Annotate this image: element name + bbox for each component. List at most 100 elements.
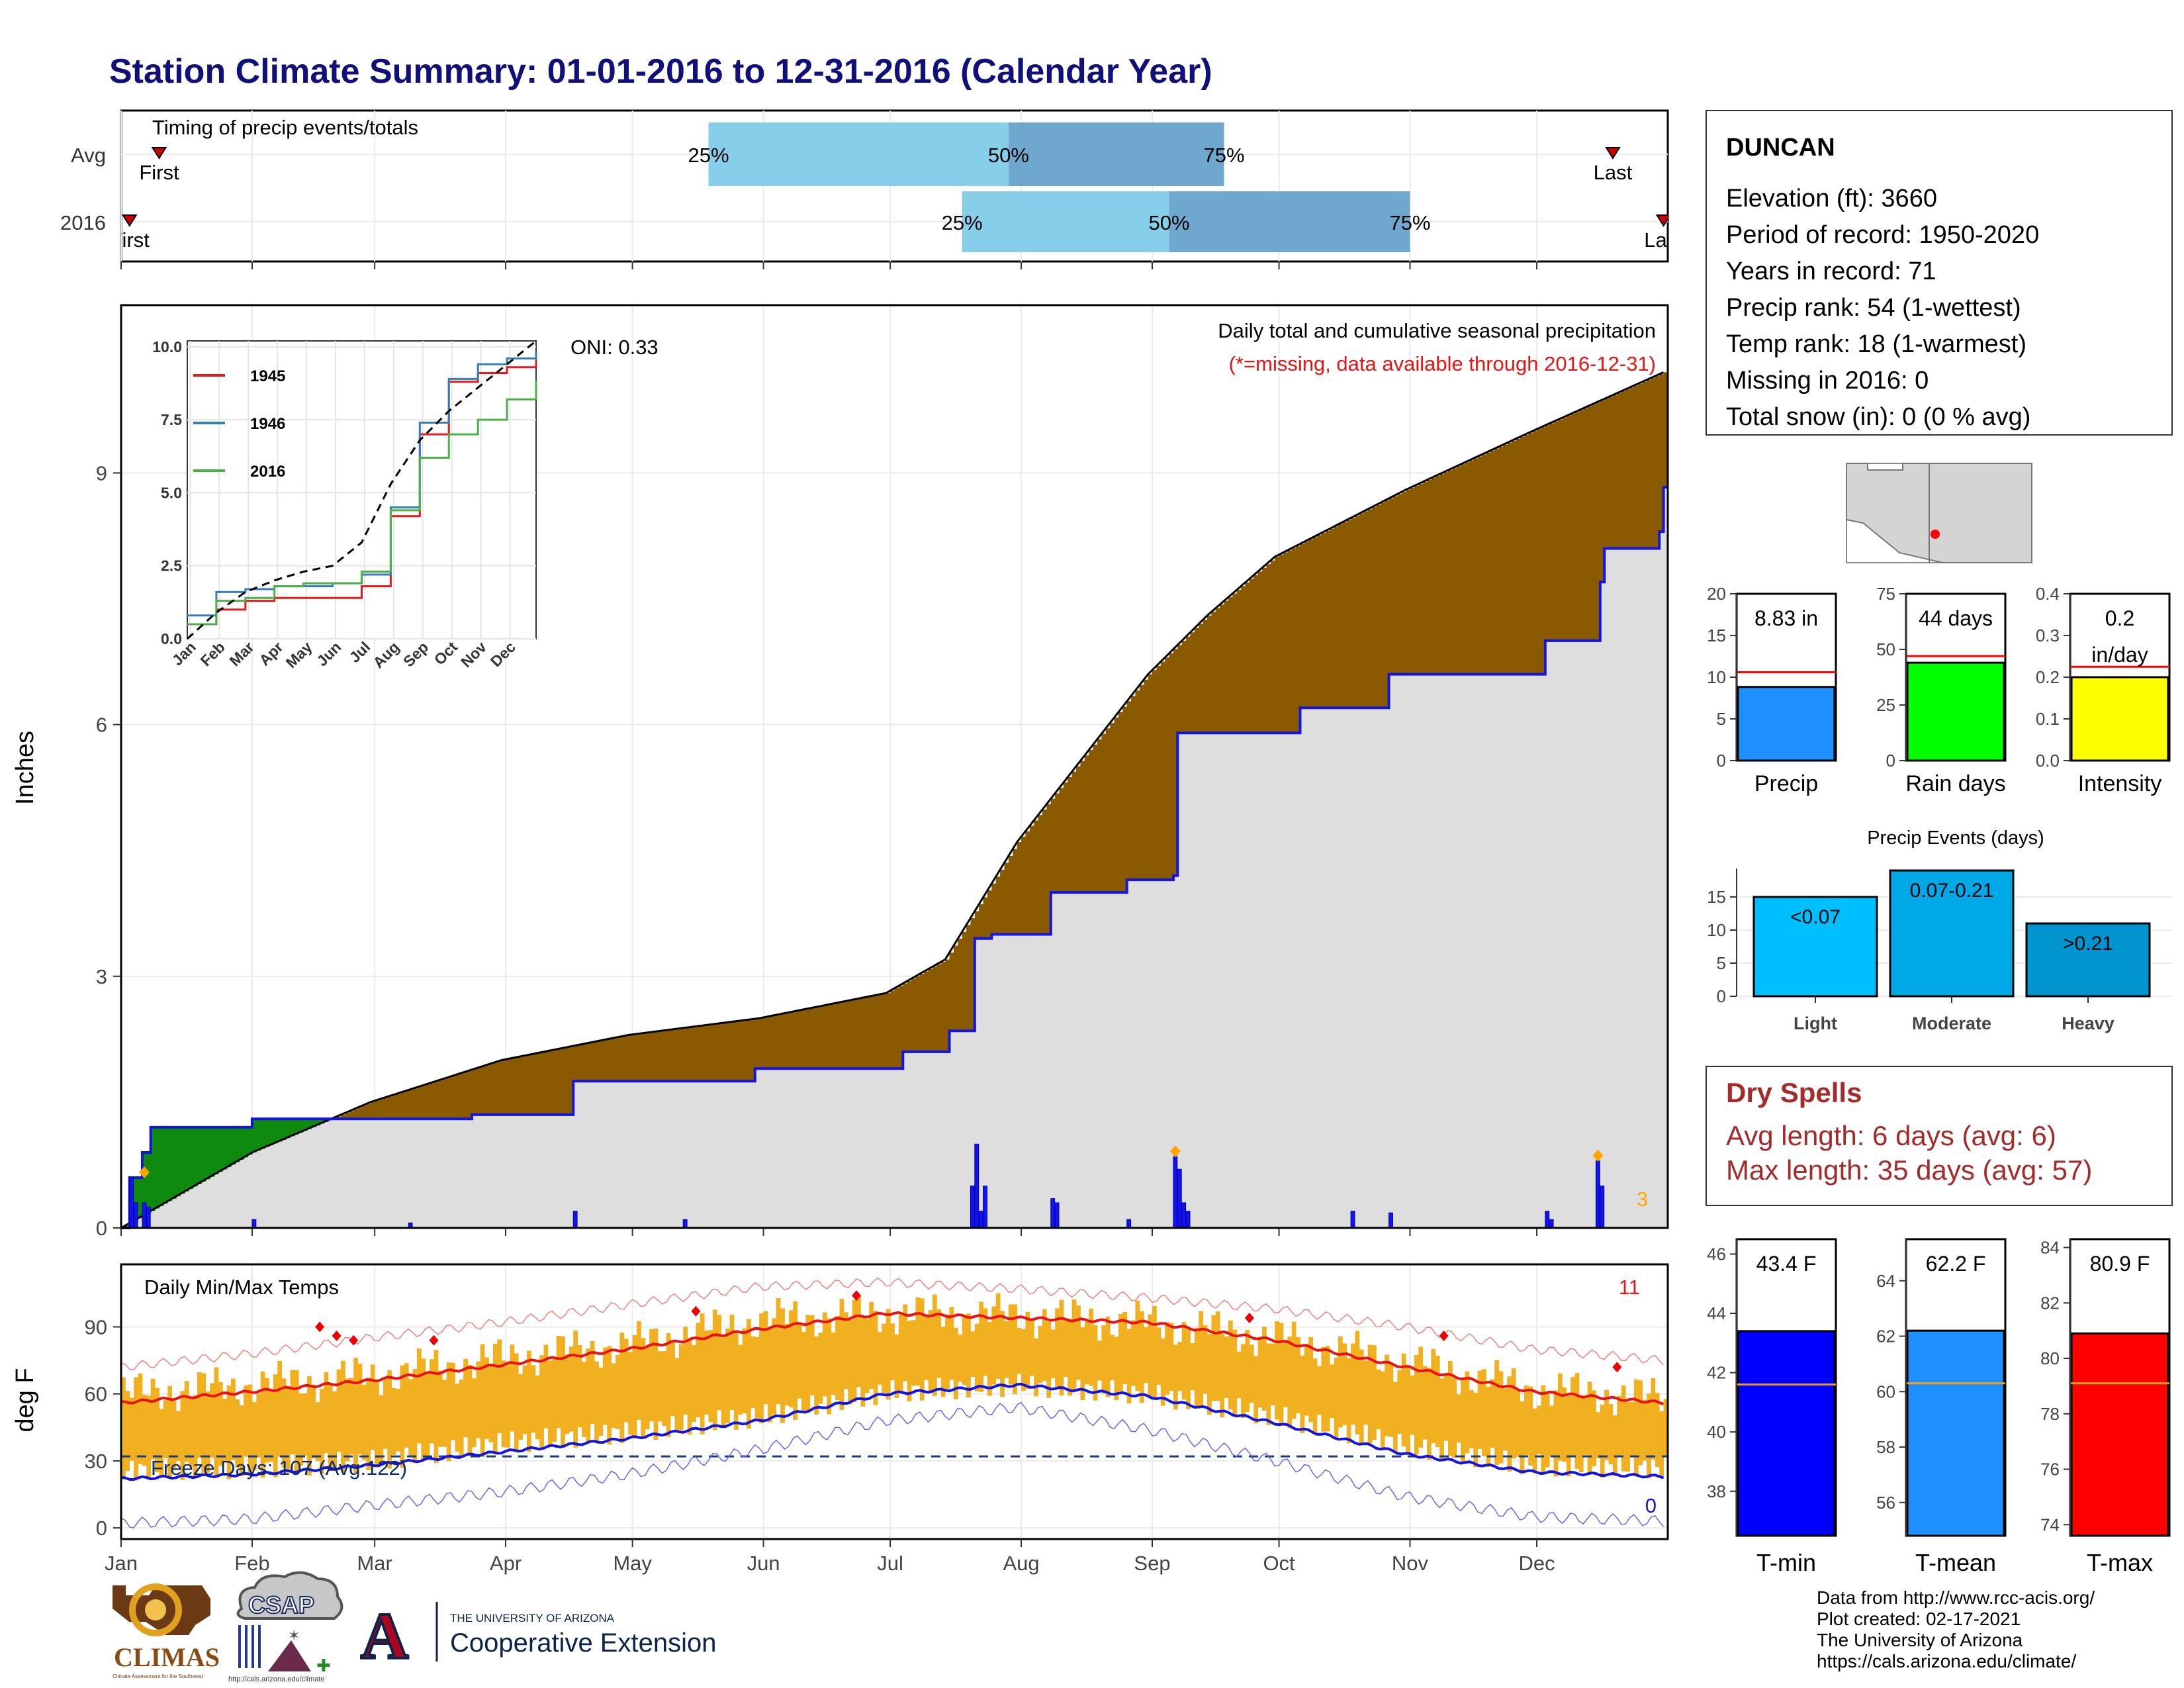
daily-precip-bar — [251, 1219, 257, 1229]
precip-title: Daily total and cumulative seasonal prec… — [1218, 319, 1656, 342]
deficit-fill — [1050, 798, 1056, 893]
daily-temp-bar — [632, 1335, 637, 1438]
timing-q50-label: 50% — [1149, 211, 1190, 234]
daily-temp-bar — [721, 1335, 726, 1427]
deficit-fill — [979, 904, 984, 939]
csap-mountain — [268, 1640, 311, 1671]
surplus-fill — [218, 1127, 223, 1172]
surplus-fill — [222, 1127, 228, 1170]
deficit-fill — [962, 931, 967, 1031]
daily-temp-bar — [991, 1306, 997, 1385]
deficit-fill — [1490, 450, 1495, 675]
csap-wordmark: CSAP — [248, 1591, 314, 1618]
daily-temp-bar — [1059, 1299, 1064, 1396]
month-tick-label: Nov — [1392, 1552, 1429, 1575]
surplus-fill — [138, 1177, 143, 1219]
deficit-fill — [907, 981, 912, 1052]
daily-temp-bar — [590, 1341, 595, 1425]
daily-temp-bar — [860, 1317, 866, 1407]
daily-temp-bar — [1207, 1334, 1212, 1415]
deficit-fill — [1346, 520, 1351, 708]
precip-gauge-value: 8.83 in — [1754, 606, 1818, 630]
deficit-fill — [1520, 436, 1525, 675]
temp-gauge-tick-label: 82 — [2040, 1293, 2060, 1313]
deficit-fill — [949, 953, 954, 1031]
events-bar-value: 0.07-0.21 — [1910, 880, 1994, 902]
deficit-fill — [1287, 550, 1293, 733]
deficit-fill — [1452, 468, 1457, 675]
daily-max-marker — [138, 1166, 150, 1178]
deficit-fill — [1266, 564, 1271, 733]
deficit-fill — [598, 1041, 604, 1082]
daily-temp-bar — [1621, 1385, 1626, 1472]
deficit-fill — [1557, 419, 1563, 641]
daily-temp-bar — [193, 1395, 198, 1478]
daily-temp-bar — [320, 1389, 324, 1474]
precip-gauge-tick-label: 0.4 — [2036, 584, 2060, 604]
daily-temp-bar — [1245, 1329, 1250, 1412]
precip-y-tick-label: 3 — [96, 965, 107, 988]
daily-temp-bar — [451, 1362, 455, 1440]
deficit-fill — [1270, 560, 1275, 733]
events-y-tick-label: 0 — [1717, 986, 1726, 1006]
deficit-fill — [839, 1002, 844, 1069]
daily-temp-bar — [1321, 1346, 1326, 1432]
deficit-fill — [1553, 421, 1559, 641]
deficit-fill — [1439, 474, 1445, 675]
deficit-fill — [594, 1041, 600, 1082]
deficit-fill — [602, 1040, 608, 1082]
deficit-fill — [1013, 849, 1018, 935]
deficit-fill — [581, 1044, 586, 1082]
daily-temp-bar — [273, 1374, 278, 1477]
daily-temp-bar — [396, 1389, 400, 1452]
daily-temp-bar — [210, 1383, 214, 1458]
surplus-fill — [306, 1119, 312, 1129]
deficit-fill — [729, 1021, 735, 1082]
daily-temp-bar — [674, 1358, 680, 1431]
surplus-fill — [248, 1127, 253, 1155]
deficit-fill — [1283, 552, 1288, 733]
daily-temp-bar — [886, 1309, 891, 1400]
deficit-fill — [430, 1083, 435, 1119]
deficit-fill — [565, 1047, 570, 1115]
deficit-fill — [1165, 657, 1170, 880]
temp-gauge-tick-label: 40 — [1707, 1422, 1726, 1442]
daily-temp-bar — [1372, 1345, 1377, 1440]
daily-temp-bar — [903, 1304, 908, 1382]
deficit-fill — [1084, 755, 1089, 893]
temp-gauge-fill — [1737, 1330, 1836, 1537]
daily-temp-bar — [260, 1371, 265, 1478]
daily-temp-bar — [1270, 1343, 1275, 1405]
daily-precip-bar — [970, 1186, 975, 1229]
daily-temp-bar — [919, 1298, 925, 1401]
deficit-fill — [1055, 793, 1060, 893]
climas-sun — [145, 1599, 166, 1620]
deficit-fill — [831, 1004, 836, 1069]
deficit-fill — [1317, 535, 1322, 708]
timing-q75-label: 75% — [1204, 144, 1245, 167]
deficit-fill — [1367, 509, 1373, 708]
month-tick-label: Apr — [490, 1552, 522, 1575]
daily-temp-bar — [1177, 1342, 1183, 1391]
deficit-fill — [1642, 381, 1647, 549]
precip-cumulative-fill — [120, 371, 1668, 1229]
daily-temp-bar — [1317, 1366, 1322, 1415]
daily-temp-bar — [294, 1370, 299, 1474]
surplus-fill — [205, 1127, 210, 1180]
surplus-fill — [214, 1127, 219, 1175]
deficit-fill — [1532, 431, 1537, 675]
daily-precip-bar — [129, 1177, 134, 1229]
daily-temp-bar — [1549, 1405, 1554, 1457]
daily-temp-bar — [856, 1295, 861, 1387]
deficit-fill — [1228, 597, 1233, 733]
deficit-fill — [1498, 446, 1504, 675]
daily-temp-bar — [437, 1370, 443, 1447]
deficit-fill — [1431, 478, 1436, 675]
record-high-marker — [315, 1321, 325, 1333]
daily-precip-bar — [1050, 1198, 1056, 1229]
deficit-fill — [463, 1072, 469, 1119]
daily-temp-bar — [958, 1335, 963, 1382]
precip-y-tick-label: 0 — [96, 1217, 107, 1240]
station-name: DUNCAN — [1726, 134, 1835, 162]
daily-temp-bar — [809, 1315, 815, 1396]
